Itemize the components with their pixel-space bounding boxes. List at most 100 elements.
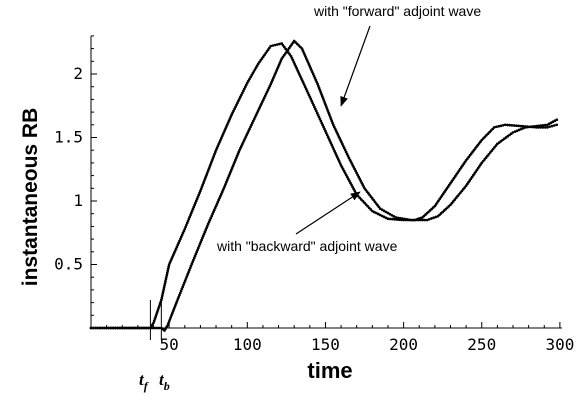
- data-point: [164, 277, 168, 281]
- data-point: [317, 86, 321, 90]
- data-point: [503, 123, 507, 127]
- marker-subscript: b: [164, 379, 170, 393]
- data-point: [517, 124, 520, 128]
- data-point: [275, 43, 279, 46]
- data-point: [129, 326, 132, 330]
- data-point: [325, 133, 329, 137]
- data-point: [539, 124, 543, 127]
- data-point: [386, 211, 390, 215]
- data-point: [416, 218, 420, 222]
- data-point: [388, 212, 392, 216]
- data-point: [164, 279, 167, 283]
- data-point: [522, 126, 525, 130]
- data-point: [208, 165, 212, 168]
- data-point: [269, 44, 273, 48]
- data-point: [517, 128, 521, 132]
- data-point: [510, 123, 514, 127]
- data-point: [187, 268, 191, 272]
- data-point: [167, 265, 171, 268]
- data-point: [202, 181, 205, 185]
- data-point: [333, 149, 336, 153]
- data-point: [508, 123, 512, 127]
- data-point: [187, 270, 190, 274]
- data-point: [382, 209, 386, 213]
- x-tick-label: 250: [467, 335, 496, 354]
- data-point: [118, 326, 121, 330]
- data-point: [96, 326, 99, 330]
- data-point: [319, 119, 323, 123]
- data-point: [165, 275, 168, 279]
- x-tick-label: 50: [160, 335, 179, 354]
- data-point: [155, 311, 159, 314]
- data-point: [160, 296, 164, 300]
- data-point: [325, 131, 328, 135]
- data-point: [425, 218, 429, 222]
- data-point: [204, 175, 208, 178]
- data-point: [495, 125, 498, 129]
- data-point: [140, 326, 143, 330]
- data-point: [316, 82, 319, 86]
- data-point: [127, 326, 130, 330]
- data-point: [550, 124, 554, 128]
- data-point: [553, 124, 556, 127]
- data-point: [300, 79, 304, 82]
- data-point: [327, 111, 330, 114]
- data-point: [201, 183, 205, 187]
- data-point: [160, 294, 164, 298]
- data-point: [322, 99, 326, 102]
- annotation-backward: with "backward" adjoint wave: [216, 238, 398, 254]
- data-point: [142, 326, 146, 330]
- data-point: [501, 123, 505, 127]
- marker-subscript: f: [144, 379, 149, 393]
- data-point: [323, 127, 326, 131]
- data-point: [335, 154, 338, 157]
- data-point: [124, 326, 128, 330]
- data-point: [290, 56, 294, 60]
- data-point: [434, 215, 438, 219]
- data-point: [203, 177, 207, 180]
- data-point: [401, 217, 404, 220]
- data-point: [432, 216, 435, 220]
- data-point: [316, 113, 320, 117]
- data-point: [209, 163, 212, 166]
- data-point: [421, 218, 424, 222]
- data-point: [326, 135, 330, 139]
- data-point: [100, 326, 104, 330]
- time-markers: tf tb: [139, 300, 170, 393]
- data-point: [336, 158, 340, 161]
- data-point: [202, 179, 206, 183]
- data-point: [430, 217, 433, 220]
- data-point: [294, 65, 298, 68]
- data-point: [210, 161, 213, 164]
- data-point: [299, 75, 302, 78]
- series-layer: [89, 39, 559, 332]
- data-point: [157, 307, 160, 310]
- arrow-forward: [340, 25, 371, 107]
- data-point: [378, 207, 382, 210]
- data-point: [537, 124, 540, 128]
- data-point: [332, 147, 336, 151]
- data-point: [329, 117, 333, 121]
- data-point: [162, 288, 165, 291]
- data-point: [499, 124, 503, 128]
- data-point: [327, 137, 331, 141]
- data-point: [317, 115, 321, 119]
- data-point: [541, 123, 545, 127]
- data-point: [317, 84, 320, 88]
- data-point: [300, 77, 303, 80]
- y-tick-label: 0.5: [54, 255, 83, 274]
- arrow-backward: [295, 191, 361, 235]
- data-point: [289, 54, 293, 58]
- data-point: [107, 326, 110, 330]
- data-point: [513, 130, 517, 133]
- data-point: [334, 151, 337, 155]
- data-point: [102, 326, 106, 330]
- data-point: [543, 123, 547, 127]
- data-point: [330, 143, 334, 147]
- data-point: [190, 262, 194, 266]
- data-point: [307, 93, 311, 97]
- annotation-forward: with "forward" adjoint wave: [313, 3, 481, 19]
- data-point: [271, 44, 275, 47]
- data-point: [182, 283, 185, 287]
- data-point: [321, 97, 325, 100]
